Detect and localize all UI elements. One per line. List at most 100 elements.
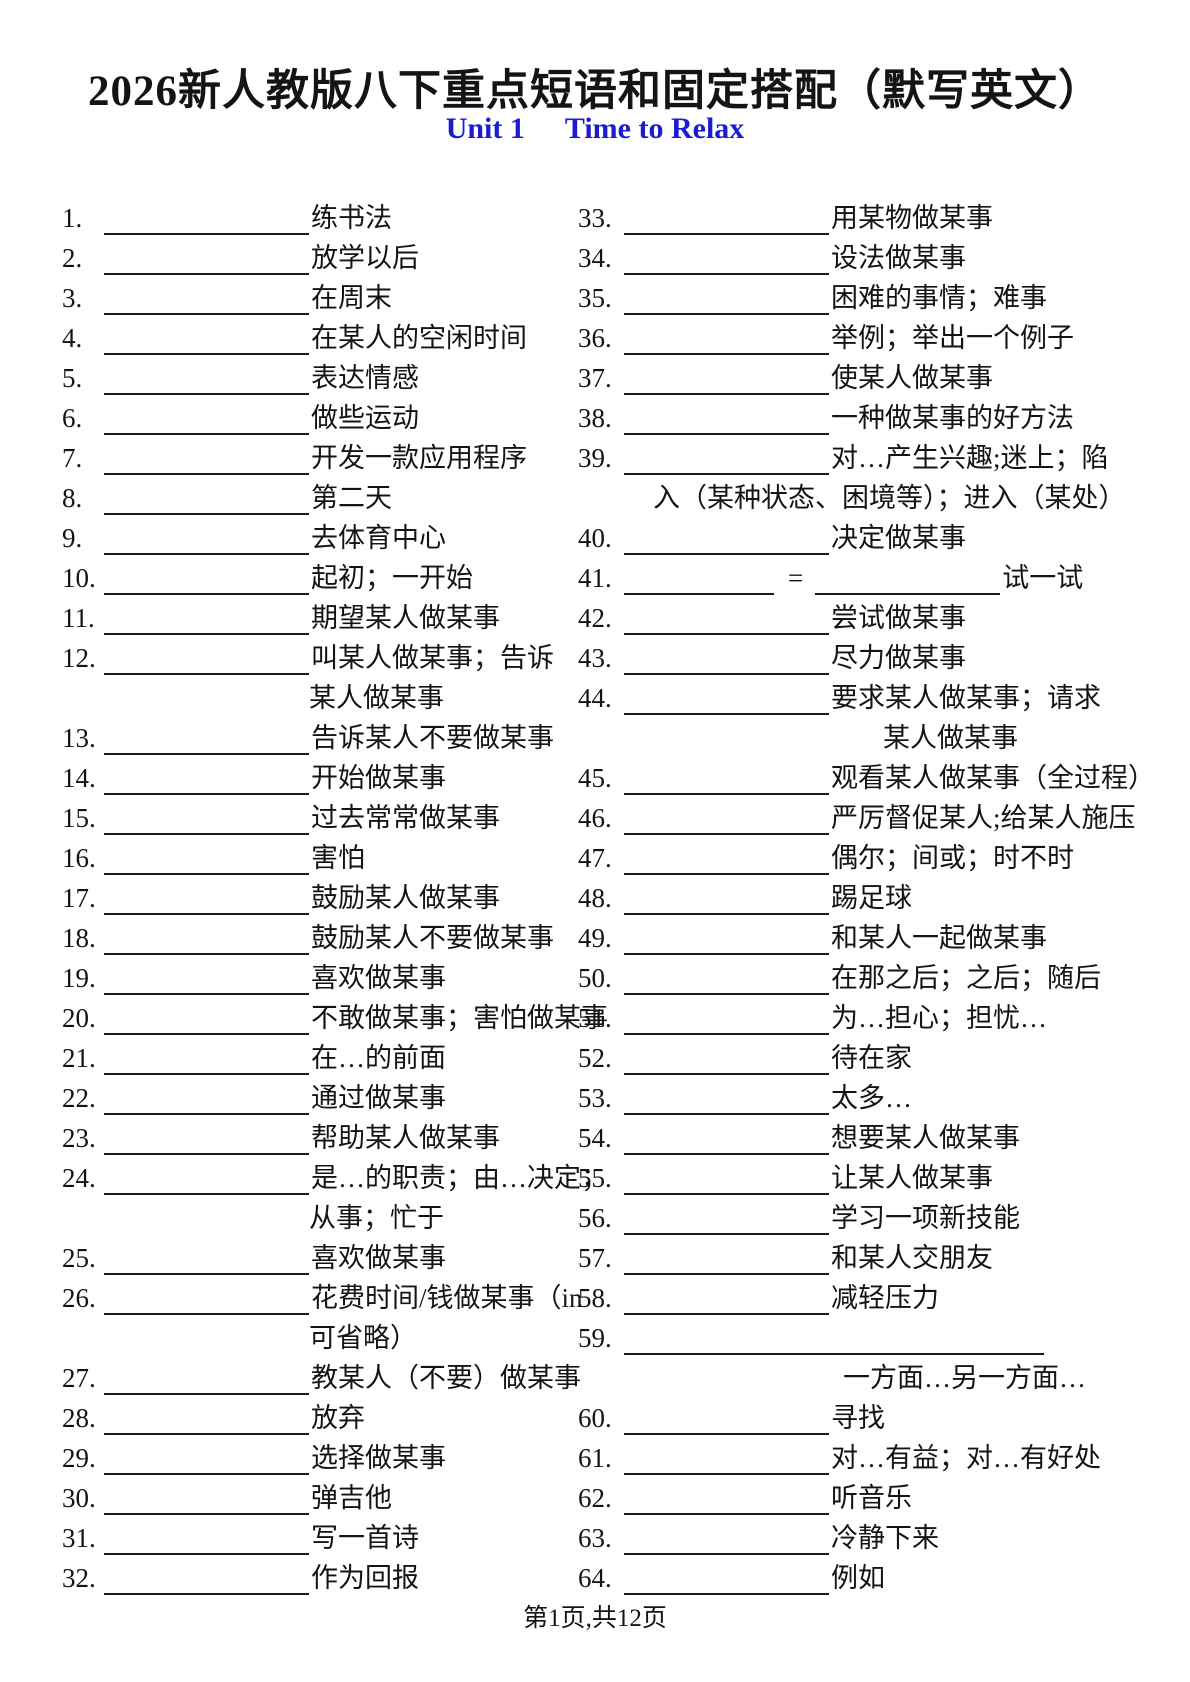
chinese-gloss: 想要某人做某事 bbox=[831, 1123, 1020, 1153]
item-number: 6. bbox=[62, 403, 83, 433]
phrase-item: 40. 决定做某事 bbox=[578, 518, 1178, 558]
answer-blank bbox=[104, 963, 309, 995]
answer-blank bbox=[624, 1323, 1044, 1355]
phrase-item: 14. 开始做某事 bbox=[62, 758, 574, 798]
answer-blank bbox=[624, 443, 829, 475]
chinese-gloss: 严厉督促某人;给某人施压 bbox=[831, 803, 1136, 833]
answer-blank bbox=[624, 1283, 829, 1315]
chinese-gloss: 表达情感 bbox=[311, 363, 419, 393]
phrase-item: 30. 弹吉他 bbox=[62, 1478, 574, 1518]
continuation-line: 某人做某事 bbox=[883, 723, 1018, 753]
item-number: 32. bbox=[62, 1563, 96, 1593]
phrase-item: 22. 通过做某事 bbox=[62, 1078, 574, 1118]
chinese-gloss: 做些运动 bbox=[311, 403, 419, 433]
answer-blank bbox=[624, 523, 829, 555]
chinese-gloss: 鼓励某人做某事 bbox=[311, 883, 500, 913]
chinese-gloss: 尝试做某事 bbox=[831, 603, 966, 633]
chinese-gloss: 写一首诗 bbox=[311, 1523, 419, 1553]
phrase-item: 52. 待在家 bbox=[578, 1038, 1178, 1078]
chinese-gloss: 不敢做某事；害怕做某事 bbox=[311, 1003, 608, 1033]
item-number: 49. bbox=[578, 923, 612, 953]
answer-blank bbox=[624, 883, 829, 915]
answer-blank bbox=[624, 1123, 829, 1155]
answer-blank bbox=[624, 1083, 829, 1115]
chinese-gloss: 教某人（不要）做某事 bbox=[311, 1363, 581, 1393]
phrase-item: 38. 一种做某事的好方法 bbox=[578, 398, 1178, 438]
continuation-line: 可省略） bbox=[309, 1323, 417, 1353]
chinese-gloss: 喜欢做某事 bbox=[311, 1243, 446, 1273]
answer-blank bbox=[104, 203, 309, 235]
item-number: 30. bbox=[62, 1483, 96, 1513]
phrase-item: 19. 喜欢做某事 bbox=[62, 958, 574, 998]
chinese-gloss: 一种做某事的好方法 bbox=[831, 403, 1074, 433]
item-number: 48. bbox=[578, 883, 612, 913]
page-subtitle: Unit 1 Time to Relax bbox=[0, 112, 1190, 146]
chinese-gloss: 害怕 bbox=[311, 843, 365, 873]
item-number: 35. bbox=[578, 283, 612, 313]
chinese-gloss: 踢足球 bbox=[831, 883, 912, 913]
chinese-gloss: 作为回报 bbox=[311, 1563, 419, 1593]
phrase-item: 47. 偶尔；间或；时不时 bbox=[578, 838, 1178, 878]
answer-blank bbox=[624, 683, 829, 715]
answer-blank bbox=[104, 1243, 309, 1275]
answer-blank bbox=[624, 1483, 829, 1515]
item-number: 42. bbox=[578, 603, 612, 633]
phrase-item: 61. 对…有益；对…有好处 bbox=[578, 1438, 1178, 1478]
answer-blank bbox=[104, 603, 309, 635]
answer-blank bbox=[624, 643, 829, 675]
answer-blank bbox=[624, 1203, 829, 1235]
chinese-gloss: 叫某人做某事；告诉 bbox=[311, 643, 554, 673]
subtitle-unit: Unit 1 bbox=[445, 112, 525, 145]
answer-blank bbox=[104, 443, 309, 475]
phrase-item: 35. 困难的事情；难事 bbox=[578, 278, 1178, 318]
item-number: 11. bbox=[62, 603, 95, 633]
chinese-gloss: 待在家 bbox=[831, 1043, 912, 1073]
item-number: 43. bbox=[578, 643, 612, 673]
phrase-item: 33. 用某物做某事 bbox=[578, 198, 1178, 238]
item-number: 54. bbox=[578, 1123, 612, 1153]
item-number: 58. bbox=[578, 1283, 612, 1313]
answer-blank bbox=[104, 1563, 309, 1595]
phrase-item: 12. 叫某人做某事；告诉 bbox=[62, 638, 574, 678]
chinese-gloss: 例如 bbox=[831, 1563, 885, 1593]
chinese-gloss: 冷静下来 bbox=[831, 1523, 939, 1553]
chinese-gloss: 举例；举出一个例子 bbox=[831, 323, 1074, 353]
item-number: 19. bbox=[62, 963, 96, 993]
phrase-item: 17. 鼓励某人做某事 bbox=[62, 878, 574, 918]
phrase-item: 50. 在那之后；之后；随后 bbox=[578, 958, 1178, 998]
answer-blank bbox=[624, 563, 774, 595]
subtitle-topic: Time to Relax bbox=[564, 112, 745, 145]
chinese-gloss: 为…担心；担忧… bbox=[831, 1003, 1047, 1033]
answer-blank bbox=[104, 643, 309, 675]
left-column: 1. 练书法 2. 放学以后 3. 在周末 4. 在某人的空闲时间 5. 表达情感 6. 做些运动 7.… bbox=[62, 198, 608, 1598]
item-number: 45. bbox=[578, 763, 612, 793]
right-column: 33. 用某物做某事 34. 设法做某事 35. 困难的事情；难事 36. 举例；举出一个例子… bbox=[578, 198, 1178, 1598]
answer-blank bbox=[104, 563, 309, 595]
chinese-gloss: 在某人的空闲时间 bbox=[311, 323, 527, 353]
phrase-item: 18. 鼓励某人不要做某事 bbox=[62, 918, 574, 958]
page-title: 2026新人教版八下重点短语和固定搭配（默写英文） bbox=[88, 68, 1102, 115]
chinese-gloss: 开发一款应用程序 bbox=[311, 443, 527, 473]
answer-blank bbox=[104, 763, 309, 795]
chinese-gloss: 对…有益；对…有好处 bbox=[831, 1443, 1101, 1473]
answer-blank bbox=[104, 803, 309, 835]
chinese-gloss: 通过做某事 bbox=[311, 1083, 446, 1113]
item-number: 55. bbox=[578, 1163, 612, 1193]
item-number: 46. bbox=[578, 803, 612, 833]
item-number: 21. bbox=[62, 1043, 96, 1073]
continuation-line: 从事；忙于 bbox=[309, 1203, 444, 1233]
item-number: 53. bbox=[578, 1083, 612, 1113]
item-number: 33. bbox=[578, 203, 612, 233]
item-number: 38. bbox=[578, 403, 612, 433]
answer-blank bbox=[624, 1003, 829, 1035]
phrase-item: 54. 想要某人做某事 bbox=[578, 1118, 1178, 1158]
phrase-item: 32. 作为回报 bbox=[62, 1558, 574, 1598]
answer-blank bbox=[624, 843, 829, 875]
chinese-gloss: 放弃 bbox=[311, 1403, 365, 1433]
answer-blank bbox=[104, 1043, 309, 1075]
phrase-item: 56. 学习一项新技能 bbox=[578, 1198, 1178, 1238]
phrase-item: 42. 尝试做某事 bbox=[578, 598, 1178, 638]
item-number: 31. bbox=[62, 1523, 96, 1553]
item-number: 64. bbox=[578, 1563, 612, 1593]
item-number: 14. bbox=[62, 763, 96, 793]
